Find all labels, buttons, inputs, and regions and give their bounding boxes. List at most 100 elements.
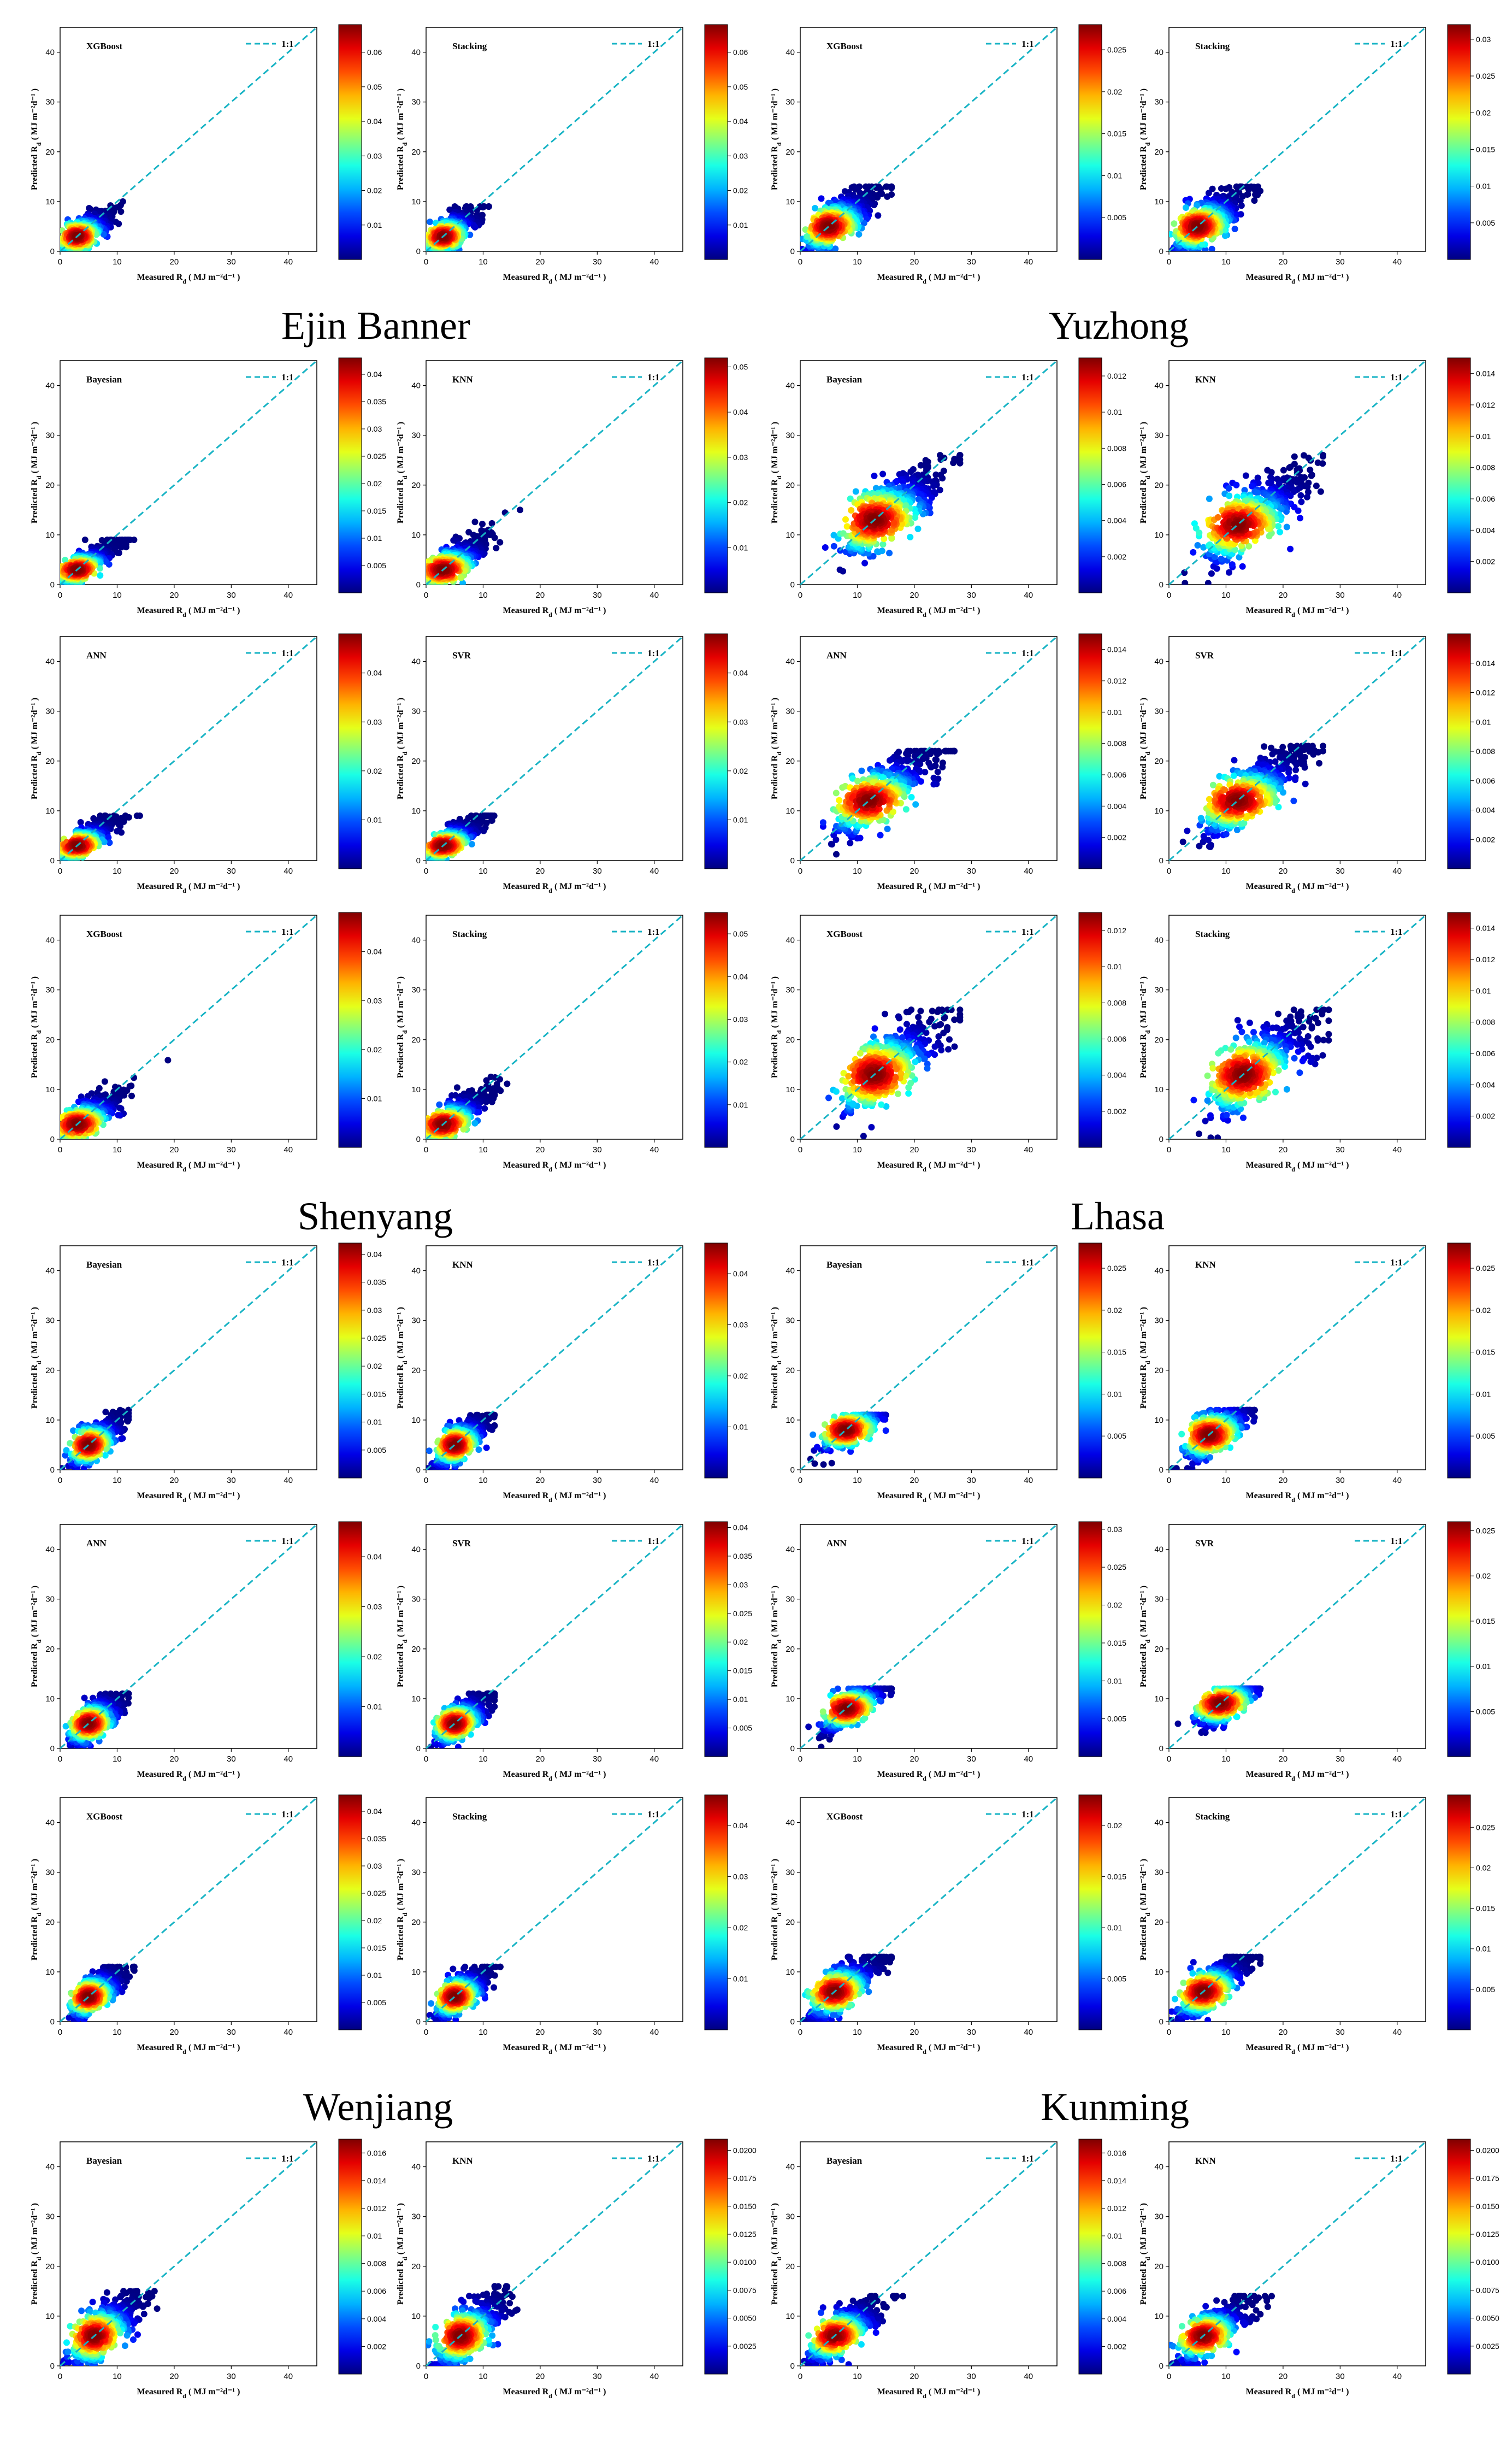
- data-point: [1297, 515, 1304, 522]
- data-point: [1236, 553, 1243, 561]
- x-tick-label: 0: [58, 257, 62, 267]
- y-tick-label: 40: [1154, 381, 1163, 391]
- data-point: [517, 507, 524, 514]
- data-point: [1194, 202, 1200, 209]
- colorbar-tick-label: 0.01: [1476, 182, 1491, 191]
- data-point: [100, 231, 107, 238]
- data-point: [874, 548, 881, 555]
- y-tick-label: 30: [1154, 431, 1163, 440]
- colorbar-tick-label: 0.01: [1476, 432, 1491, 440]
- y-axis-label: Predicted Rd( MJ m⁻²d⁻¹ ): [30, 89, 43, 190]
- data-point: [865, 550, 872, 557]
- y-axis-label: Predicted Rd( MJ m⁻²d⁻¹ ): [30, 422, 43, 523]
- data-point: [1277, 528, 1283, 535]
- x-tick-label: 20: [536, 257, 545, 267]
- x-tick-label: 0: [424, 591, 428, 600]
- points-layer: [60, 812, 143, 861]
- data-point: [97, 565, 103, 572]
- data-point: [1218, 185, 1225, 192]
- colorbar-tick-label: 0.005: [1107, 213, 1126, 222]
- colorbar-tick-label: 0.05: [733, 83, 748, 91]
- data-point: [1231, 226, 1238, 232]
- data-point: [488, 520, 495, 527]
- data-point: [1239, 563, 1246, 570]
- y-tick-label: 0: [50, 247, 55, 256]
- data-point: [878, 547, 885, 555]
- data-point: [1201, 246, 1208, 251]
- data-point: [97, 572, 104, 579]
- data-point: [1307, 467, 1314, 473]
- y-tick-label: 0: [1159, 247, 1163, 256]
- data-point: [1206, 541, 1213, 548]
- colorbar-tick-label: 0.02: [1476, 108, 1491, 117]
- colorbar-tick-label: 0.04: [367, 117, 382, 126]
- colorbar-tick-label: 0.012: [1476, 401, 1495, 409]
- points-layer: [1181, 452, 1326, 585]
- data-point: [917, 462, 924, 469]
- data-point: [81, 537, 88, 543]
- colorbar-tick-label: 0.002: [1107, 552, 1126, 561]
- data-point: [1208, 570, 1215, 577]
- data-point: [830, 543, 837, 550]
- data-point: [457, 574, 464, 581]
- data-point: [446, 206, 453, 213]
- data-point: [1204, 580, 1212, 585]
- colorbar-tick-label: 0.02: [367, 186, 382, 195]
- data-point: [832, 245, 839, 251]
- colorbar-tick-label: 0.03: [733, 151, 748, 160]
- x-tick-label: 10: [479, 257, 488, 267]
- colorbar-tick-label: 0.015: [367, 507, 386, 515]
- data-point: [822, 544, 829, 551]
- colorbar-tick-label: 0.02: [733, 498, 748, 507]
- model-title: KNN: [1195, 374, 1216, 385]
- y-tick-label: 30: [785, 98, 795, 107]
- y-tick-label: 20: [1154, 481, 1163, 490]
- x-tick-label: 20: [536, 591, 545, 600]
- data-point: [1287, 545, 1294, 552]
- y-tick-label: 0: [1159, 580, 1163, 590]
- data-point: [881, 535, 888, 543]
- data-point: [802, 226, 809, 233]
- data-point: [1206, 495, 1213, 502]
- data-point: [1190, 549, 1197, 556]
- x-tick-label: 30: [967, 257, 976, 267]
- model-title: Bayesian: [826, 374, 863, 385]
- data-point: [1181, 569, 1188, 576]
- x-tick-label: 40: [649, 257, 659, 267]
- one-to-one-line: [60, 360, 317, 586]
- data-point: [930, 489, 937, 496]
- x-tick-label: 10: [113, 257, 122, 267]
- y-tick-label: 30: [45, 98, 55, 107]
- data-point: [956, 460, 964, 467]
- scatter-panel: 0 10 20 30 40 0 10 20 30 40 Stacking 1:1 Measured Rd…: [1136, 22, 1512, 285]
- model-title: XGBoost: [826, 41, 863, 51]
- y-tick-label: 10: [785, 197, 795, 207]
- colorbar-tick-label: 0.02: [1107, 87, 1122, 96]
- y-tick-label: 0: [416, 247, 421, 256]
- model-title: Stacking: [1195, 41, 1230, 51]
- x-tick-label: 30: [593, 591, 602, 600]
- colorbar-tick-label: 0.025: [1107, 45, 1126, 54]
- data-point: [1252, 191, 1259, 198]
- x-tick-label: 0: [1167, 591, 1171, 600]
- data-point: [896, 471, 903, 478]
- data-point: [907, 468, 914, 475]
- y-tick-label: 20: [785, 148, 795, 157]
- y-axis-label: Predicted Rd( MJ m⁻²d⁻¹ ): [396, 422, 409, 523]
- data-point: [1268, 469, 1275, 476]
- legend-label: 1:1: [647, 372, 660, 382]
- colorbar-tick-label: 0.04: [367, 370, 382, 379]
- y-tick-label: 10: [785, 531, 795, 540]
- scatter-panel: 0 10 20 30 40 0 10 20 30 40 Bayesian 1:1 Measured Rd…: [767, 355, 1144, 619]
- data-point: [1231, 546, 1238, 553]
- one-to-one-line: [800, 360, 1058, 586]
- data-point: [1286, 464, 1293, 471]
- data-point: [1183, 204, 1189, 211]
- x-axis-label: Measured Rd( MJ m⁻²d⁻¹ ): [877, 606, 981, 619]
- data-point: [1313, 482, 1320, 490]
- data-point: [879, 541, 887, 548]
